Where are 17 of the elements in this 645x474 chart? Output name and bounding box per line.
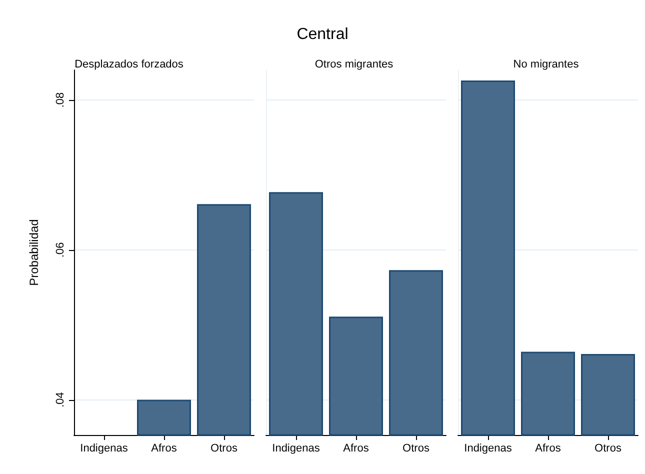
y-tick-label: .06 [54, 242, 66, 258]
x-tick-label: Afros [343, 442, 370, 454]
chart-subtitle: Desplazados forzados [74, 58, 184, 70]
chart-subtitle: Otros migrantes [314, 58, 394, 70]
x-tick-label: Indigenas [464, 442, 512, 454]
chart-title: Central [296, 26, 350, 44]
y-tick-label: .08 [54, 92, 66, 108]
y-tick-label: .04 [54, 392, 66, 408]
x-tick-label: Otros [402, 442, 430, 454]
y-axis-title: Probabilidad [27, 219, 41, 286]
x-tick-label: Otros [210, 442, 238, 454]
x-tick-label: Indigenas [272, 442, 320, 454]
x-tick-label: Otros [594, 442, 622, 454]
x-tick-label: Indigenas [80, 442, 128, 454]
chart-subtitle: No migrantes [513, 58, 580, 70]
x-tick-label: Afros [535, 442, 562, 454]
x-tick-label: Afros [151, 442, 178, 454]
